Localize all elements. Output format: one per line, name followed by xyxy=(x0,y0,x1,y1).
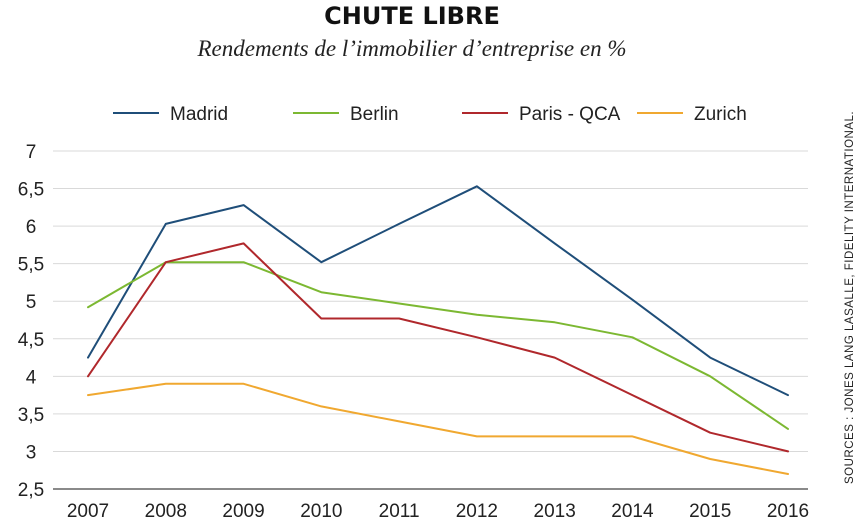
legend-label-zurich: Zurich xyxy=(694,104,747,125)
series-lines xyxy=(87,185,789,475)
y-tick-label: 5,5 xyxy=(18,255,44,276)
x-tick-label: 2008 xyxy=(145,501,187,522)
y-tick-label: 6 xyxy=(26,217,37,238)
y-axis-ticks: 2,5 3 3,5 4 4,5 5 5,5 6 6,5 7 xyxy=(18,142,44,501)
y-tick-label: 3,5 xyxy=(18,405,44,426)
y-tick-label: 4,5 xyxy=(18,330,44,351)
y-tick-label: 3 xyxy=(26,442,37,463)
x-tick-label: 2007 xyxy=(67,501,109,522)
y-tick-label: 7 xyxy=(26,142,37,163)
series-line-zurich xyxy=(87,382,789,475)
legend-label-paris-qca: Paris - QCA xyxy=(519,104,621,125)
series-line-berlin xyxy=(87,261,789,430)
source-note: SOURCES : JONES LANG LASALLE, FIDELITY I… xyxy=(844,111,856,484)
legend-label-berlin: Berlin xyxy=(350,104,399,125)
chart-title: CHUTE LIBRE xyxy=(324,2,500,30)
series-line-paris-qca xyxy=(87,242,789,453)
x-tick-label: 2014 xyxy=(611,501,654,522)
x-tick-label: 2012 xyxy=(456,501,498,522)
chart-subtitle: Rendements de l’immobilier d’entreprise … xyxy=(196,36,626,61)
legend: Madrid Berlin Paris - QCA Zurich xyxy=(113,104,747,125)
y-tick-label: 6,5 xyxy=(18,180,44,201)
x-tick-label: 2009 xyxy=(222,501,264,522)
x-tick-label: 2015 xyxy=(689,501,731,522)
x-tick-label: 2010 xyxy=(300,501,342,522)
legend-label-madrid: Madrid xyxy=(170,104,228,125)
x-tick-label: 2013 xyxy=(534,501,576,522)
series-line-madrid xyxy=(87,185,789,397)
grid-lines xyxy=(53,150,808,490)
y-tick-label: 4 xyxy=(26,367,37,388)
y-tick-label: 2,5 xyxy=(18,480,44,501)
x-tick-label: 2011 xyxy=(379,501,420,522)
y-tick-label: 5 xyxy=(26,292,37,313)
x-axis-ticks: 2007 2008 2009 2010 2011 2012 2013 2014 2015 2016 xyxy=(67,501,809,522)
x-tick-label: 2016 xyxy=(767,501,809,522)
